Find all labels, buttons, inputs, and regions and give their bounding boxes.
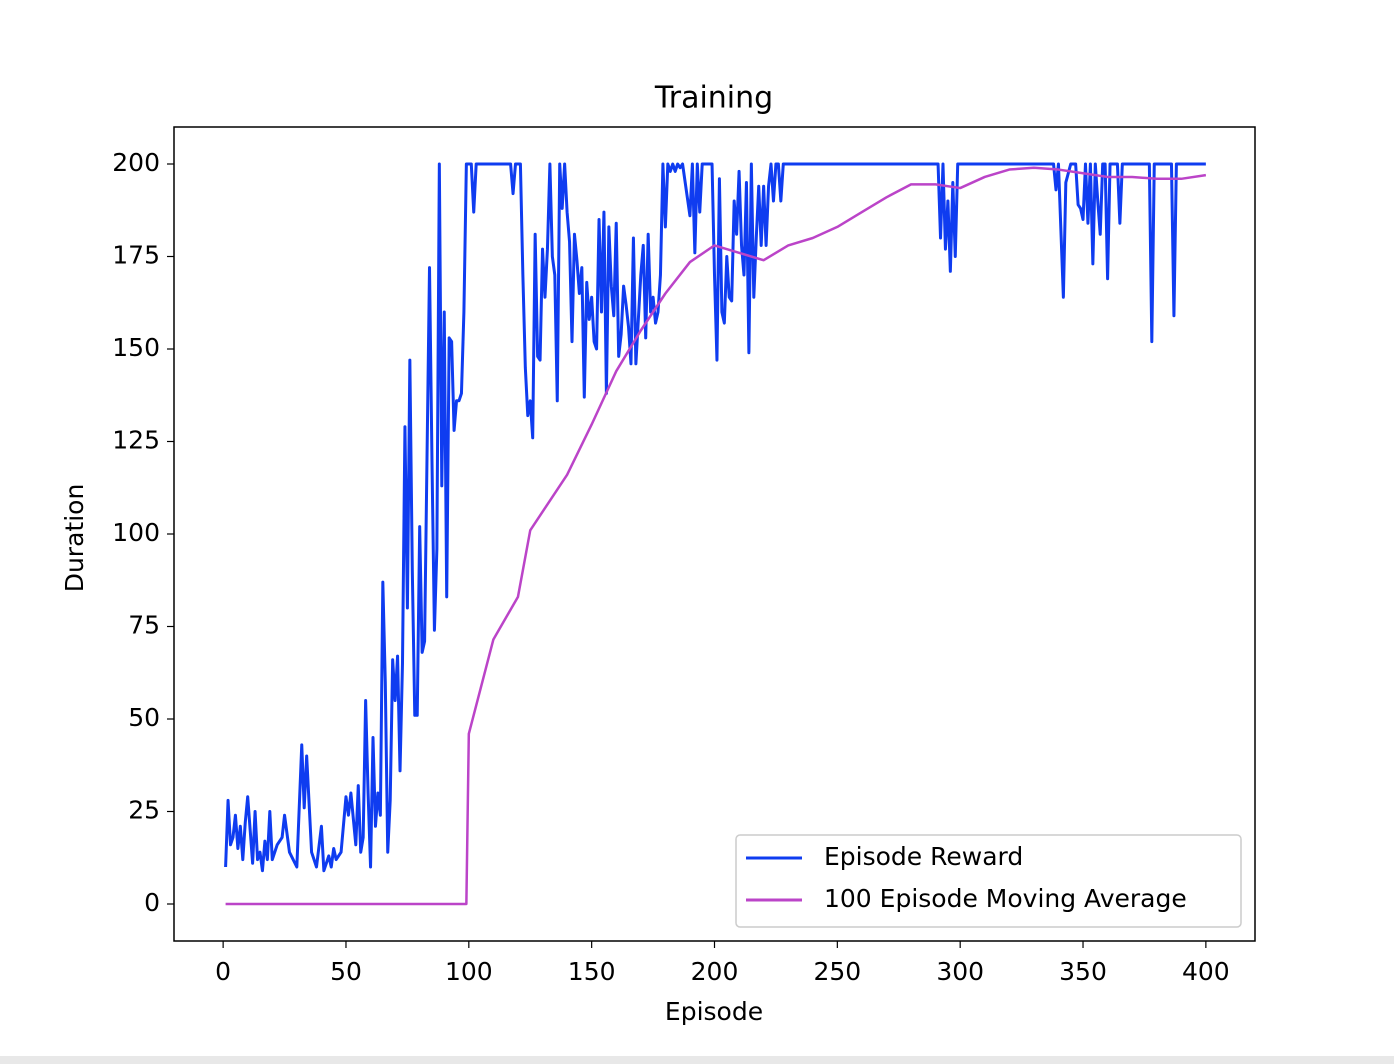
x-tick-label: 50 bbox=[330, 957, 362, 986]
y-tick-label: 125 bbox=[112, 426, 160, 455]
x-axis-label: Episode bbox=[665, 997, 763, 1026]
x-tick-label: 200 bbox=[691, 957, 739, 986]
y-axis-label: Duration bbox=[60, 484, 89, 593]
legend-box bbox=[735, 834, 1242, 928]
x-tick-label: 100 bbox=[445, 957, 493, 986]
y-tick-label: 100 bbox=[112, 518, 160, 547]
plot-frame bbox=[173, 126, 1256, 942]
series-line bbox=[225, 166, 1207, 906]
y-tick-label: 150 bbox=[112, 333, 160, 362]
x-tick-label: 250 bbox=[813, 957, 861, 986]
legend-label: Episode Reward bbox=[824, 842, 1023, 871]
y-tick-label: 175 bbox=[112, 241, 160, 270]
taskbar-strip bbox=[0, 1056, 1394, 1064]
y-tick-label: 200 bbox=[112, 148, 160, 177]
legend-label: 100 Episode Moving Average bbox=[824, 884, 1187, 913]
legend: Episode Reward 100 Episode Moving Average bbox=[735, 834, 1242, 928]
y-tick-label: 50 bbox=[128, 703, 160, 732]
series-line bbox=[224, 162, 1206, 873]
x-tick-label: 350 bbox=[1059, 957, 1107, 986]
x-tick-label: 300 bbox=[936, 957, 984, 986]
x-tick-label: 0 bbox=[215, 957, 231, 986]
y-tick-label: 75 bbox=[128, 611, 160, 640]
x-tick-label: 150 bbox=[568, 957, 616, 986]
x-tick-label: 400 bbox=[1182, 957, 1230, 986]
chart-title: Training bbox=[654, 81, 773, 116]
y-tick-label: 0 bbox=[144, 888, 160, 917]
y-tick-label: 25 bbox=[128, 796, 160, 825]
